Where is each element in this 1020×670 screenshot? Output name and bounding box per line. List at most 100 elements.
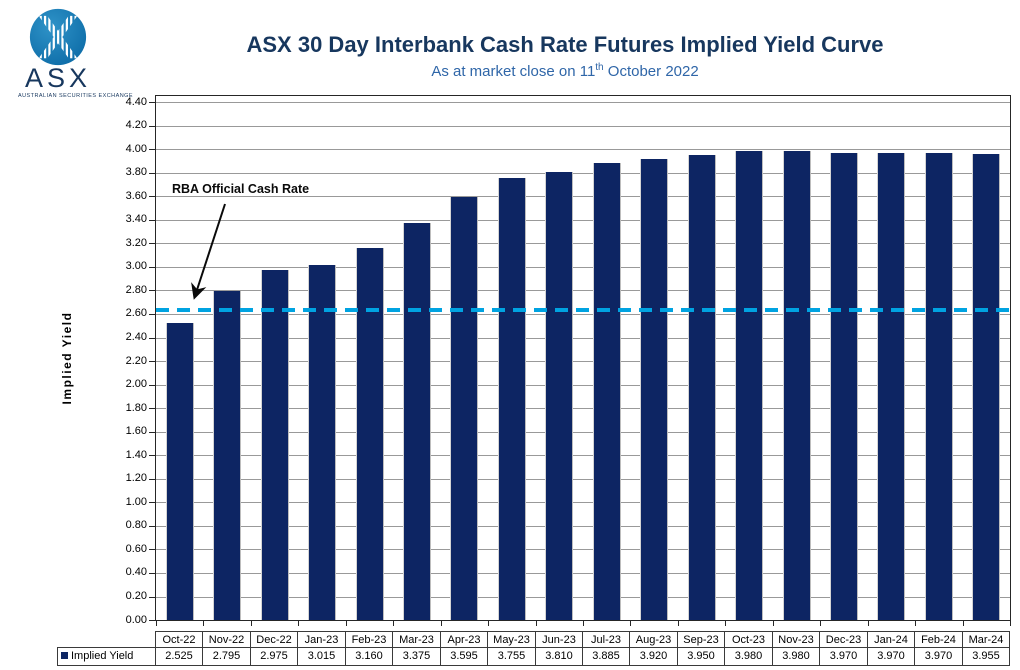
value-cell: 3.970 — [914, 647, 963, 666]
y-tick-label: 2.20 — [125, 354, 147, 367]
y-tick-label: 1.60 — [125, 425, 147, 438]
x-tick — [345, 621, 347, 626]
x-tick — [393, 621, 395, 626]
x-tick — [156, 621, 157, 626]
y-tick-label: 1.20 — [125, 472, 147, 485]
gridline — [156, 361, 1010, 362]
y-tick — [149, 243, 156, 245]
month-header-cell: Dec-22 — [250, 631, 298, 648]
month-header-cell: Jun-23 — [535, 631, 583, 648]
bar-Feb-23 — [356, 248, 383, 620]
month-header-cell: Sep-23 — [677, 631, 725, 648]
asx-logo-caption: AUSTRALIAN SECURITIES EXCHANGE — [18, 93, 133, 99]
gridline — [156, 219, 1010, 221]
value-cell: 3.375 — [392, 647, 441, 666]
x-tick — [250, 621, 252, 626]
value-cell: 3.980 — [724, 647, 773, 666]
value-cell: 3.755 — [487, 647, 536, 666]
bar-Feb-24 — [925, 152, 952, 620]
y-tick — [149, 455, 156, 457]
value-cell: 2.525 — [155, 647, 203, 666]
y-tick — [149, 384, 156, 386]
value-cell: 3.885 — [582, 647, 630, 666]
x-tick — [1010, 621, 1011, 626]
gridline — [156, 596, 1010, 598]
x-tick — [488, 621, 490, 626]
bar-Jan-24 — [878, 152, 905, 620]
y-tick — [149, 596, 156, 598]
y-tick-label: 0.20 — [125, 590, 147, 602]
value-cell: 3.950 — [677, 647, 725, 666]
gridline — [156, 384, 1010, 386]
gridline — [156, 572, 1010, 574]
bar-Dec-22 — [261, 269, 288, 620]
bar-Nov-22 — [214, 291, 241, 620]
x-tick — [298, 621, 300, 626]
value-cell: 3.015 — [297, 647, 346, 666]
y-tick-label: 3.80 — [125, 166, 147, 179]
y-tick-label: 4.40 — [125, 95, 147, 108]
y-tick — [149, 572, 156, 574]
y-tick — [149, 408, 156, 410]
y-tick-label: 4.20 — [125, 119, 147, 131]
bar-Mar-24 — [973, 154, 1000, 620]
x-tick — [867, 621, 869, 626]
y-tick — [149, 125, 156, 127]
value-cell: 3.595 — [440, 647, 488, 666]
y-tick — [149, 431, 156, 433]
legend-cell: Implied Yield — [57, 647, 156, 666]
month-header-cell: Mar-23 — [392, 631, 441, 648]
y-tick-label: 1.00 — [125, 495, 147, 508]
gridline — [156, 478, 1010, 480]
bar-Oct-23 — [736, 151, 763, 620]
month-header-cell: Dec-23 — [819, 631, 868, 648]
y-axis-title: Implied Yield — [60, 311, 74, 405]
gridline — [156, 102, 1010, 103]
page-title: ASX 30 Day Interbank Cash Rate Futures I… — [246, 32, 884, 57]
y-tick — [149, 478, 156, 480]
gridline — [156, 172, 1010, 174]
y-tick — [149, 172, 156, 174]
gridline — [156, 313, 1010, 315]
gridline — [156, 196, 1010, 198]
bar-Sep-23 — [688, 155, 715, 620]
month-header-cell: Oct-22 — [155, 631, 203, 648]
gridline — [156, 455, 1010, 457]
bar-Apr-23 — [451, 196, 478, 620]
gridline — [156, 266, 1010, 268]
x-tick — [725, 621, 727, 626]
gridline — [156, 502, 1010, 504]
y-tick-label: 0.00 — [125, 613, 147, 626]
gridline — [156, 125, 1010, 127]
y-tick-label: 2.40 — [125, 331, 147, 343]
value-cell: 3.955 — [962, 647, 1010, 666]
month-header-cell: Jan-23 — [297, 631, 346, 648]
x-tick — [203, 621, 205, 626]
month-header-cell: Jul-23 — [582, 631, 630, 648]
bar-Jun-23 — [546, 171, 573, 620]
month-header-cell: Jan-24 — [867, 631, 915, 648]
y-tick — [149, 337, 156, 339]
gridline — [156, 431, 1010, 433]
x-tick — [630, 621, 632, 626]
series-marker-icon — [61, 652, 68, 659]
y-tick — [149, 102, 156, 103]
gridline — [156, 549, 1010, 551]
value-cell: 3.970 — [867, 647, 915, 666]
y-tick — [149, 219, 156, 221]
y-tick-label: 3.00 — [125, 260, 147, 273]
y-tick-label: 0.40 — [125, 566, 147, 579]
month-header-cell: Apr-23 — [440, 631, 488, 648]
asx-logo-icon — [29, 8, 87, 66]
x-tick — [915, 621, 917, 626]
asx-logo: ASX AUSTRALIAN SECURITIES EXCHANGE — [18, 6, 138, 99]
bar-Jul-23 — [593, 162, 620, 620]
month-header-cell: Nov-22 — [202, 631, 251, 648]
y-tick — [149, 525, 156, 527]
month-header-cell: Feb-24 — [914, 631, 963, 648]
y-tick-label: 3.60 — [125, 189, 147, 202]
value-cell: 3.920 — [629, 647, 678, 666]
month-header-cell: Aug-23 — [629, 631, 678, 648]
y-tick — [149, 196, 156, 198]
x-tick — [440, 621, 442, 626]
